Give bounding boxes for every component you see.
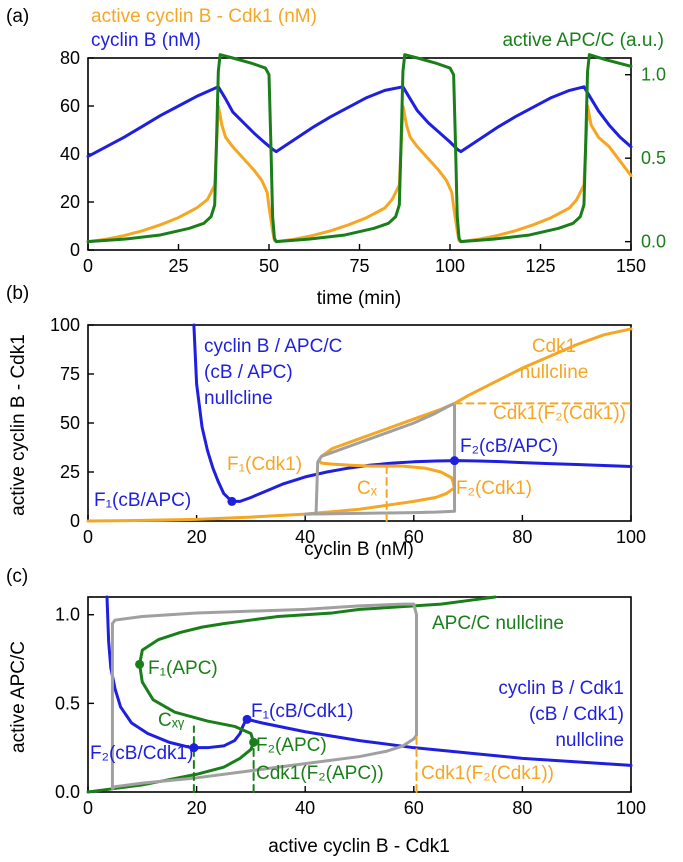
fixed-point (249, 737, 259, 747)
x-tick-label: 0 (83, 527, 93, 547)
annot-cb-apc-line3: nullcline (204, 388, 273, 409)
annot-cb-apc-line1: cyclin B / APC/C (204, 336, 342, 357)
annot-cb-cdk1-line1: cyclin B / Cdk1 (498, 678, 624, 699)
legend-orange-a: active cyclin B - Cdk1 (nM) (91, 6, 317, 27)
series-gray-trajectory (110, 602, 419, 790)
series-cdk1-nullcline (86, 327, 633, 523)
x-tick-label: 20 (187, 527, 207, 547)
annot-f1-cdk1: F₁(Cdk1) (227, 454, 302, 475)
x-tick-label: 40 (295, 798, 315, 818)
y-tick-label: 0 (70, 240, 80, 260)
xlabel-c: active cyclin B - Cdk1 (268, 836, 450, 857)
x-tick-label: 125 (525, 256, 555, 276)
panel-c: (c) 0 20 40 60 80 100 0.0 0.5 1.0 active APC/C a… (6, 566, 646, 857)
panel-a: (a) active cyclin B - Cdk1 (nM) cyclin B… (6, 6, 666, 309)
x-tick-label: 150 (616, 256, 646, 276)
fixed-point (189, 743, 199, 753)
annot-cb-cdk1-line3: nullcline (555, 730, 624, 751)
xlabel-b: cyclin B (nM) (304, 539, 414, 560)
x-tick-label: 40 (295, 527, 315, 547)
annot-cdk1-line2: nullcline (520, 362, 589, 383)
x-tick-label: 75 (349, 256, 369, 276)
panel-label-c: (c) (6, 566, 28, 587)
annot-cxy: Cₓᵧ (158, 710, 185, 731)
y-tick-label: 0 (70, 511, 80, 531)
fixed-points-c (135, 659, 259, 753)
fixed-point (242, 714, 252, 724)
series-active-cyclin-b-cdk1-nm (86, 104, 633, 244)
y-tick-label: 1.0 (641, 65, 666, 85)
series-cyclin-b-nm (86, 85, 633, 158)
series-b (86, 323, 633, 523)
x-tick-label: 20 (187, 798, 207, 818)
plot-frame-c (87, 596, 632, 793)
x-tick-label: 25 (168, 256, 188, 276)
annot-f1-cb-cdk1: F₁(cB/Cdk1) (251, 701, 353, 722)
panel-label-a: (a) (6, 6, 29, 27)
annot-f2-cb-apc: F₂(cB/APC) (460, 436, 558, 457)
y-tick-label: 80 (60, 48, 80, 68)
legend-green-a: active APC/C (a.u.) (502, 30, 664, 51)
y-tick-label: 20 (60, 192, 80, 212)
x-tick-label: 60 (404, 527, 424, 547)
x-tick-label: 0 (83, 256, 93, 276)
annot-cdk1-f2cdk1: Cdk1(F₂(Cdk1)) (493, 403, 626, 424)
y-tick-label: 75 (60, 364, 80, 384)
annot-apc-nullcline: APC/C nullcline (432, 613, 564, 634)
y-tick-label: 0.5 (641, 148, 666, 168)
annot-cb-cdk1-line2: (cB / Cdk1) (529, 704, 624, 725)
fixed-point (135, 659, 145, 669)
x-tick-label: 0 (83, 798, 93, 818)
y-tick-label: 0.0 (55, 782, 80, 802)
x-tick-label: 100 (616, 527, 646, 547)
y-tick-label: 0.0 (641, 232, 666, 252)
series-cyclin-b-cdk1-nullcline (105, 595, 633, 767)
annot-f1-cb-apc: F₁(cB/APC) (94, 490, 191, 511)
annot-f2-apc: F₂(APC) (256, 735, 327, 756)
legend-blue-a: cyclin B (nM) (91, 30, 201, 51)
y-tick-label: 0.5 (55, 693, 80, 713)
axis-ticks-a: 0 25 50 75 100 125 150 0 20 40 60 80 0.0 0.5 1.0 (60, 48, 666, 276)
x-tick-label: 80 (512, 527, 532, 547)
series-a (86, 53, 633, 244)
y-tick-label: 25 (60, 462, 80, 482)
ylabel-b: active cyclin B - Cdk1 (8, 334, 29, 516)
fixed-point (450, 456, 460, 466)
annot-cdk1-line1: Cdk1 (532, 336, 576, 357)
annot-cdk1-f2-apc: Cdk1(F₂(APC)) (256, 763, 384, 784)
annot-cb-apc-line2: (cB / APC) (204, 362, 293, 383)
annot-cx: Cₓ (357, 478, 378, 499)
y-tick-label: 100 (50, 315, 80, 335)
annot-f2-cb-cdk1: F₂(cB/Cdk1) (90, 743, 193, 764)
xlabel-a: time (min) (317, 288, 401, 309)
y-tick-label: 40 (60, 144, 80, 164)
series-active-apc-c-a-u (86, 53, 633, 244)
annot-f2-cdk1: F₂(Cdk1) (456, 478, 532, 499)
fixed-point (227, 496, 237, 506)
series-c (86, 595, 633, 794)
panel-b: (b) 0 20 40 60 80 100 0 25 50 75 100 active cyclin… (6, 283, 646, 560)
ylabel-c: active APC/C (8, 641, 29, 753)
x-tick-label: 100 (616, 798, 646, 818)
y-tick-label: 1.0 (55, 605, 80, 625)
y-tick-label: 60 (60, 96, 80, 116)
panel-label-b: (b) (6, 283, 29, 304)
fixed-points-b (227, 456, 460, 506)
annot-cdk1-f2-cdk1: Cdk1(F₂(Cdk1)) (421, 763, 554, 784)
series-gray-trajectory (303, 401, 457, 516)
x-tick-label: 100 (435, 256, 465, 276)
x-tick-label: 50 (259, 256, 279, 276)
series-cb-apc-nullcline (192, 323, 633, 503)
axis-ticks-c: 0 20 40 60 80 100 0.0 0.5 1.0 (55, 605, 646, 818)
x-tick-label: 80 (512, 798, 532, 818)
x-tick-label: 60 (404, 798, 424, 818)
y-tick-label: 50 (60, 413, 80, 433)
axis-ticks-b: 0 20 40 60 80 100 0 25 50 75 100 (50, 315, 646, 547)
annot-f1-apc: F₁(APC) (148, 658, 218, 679)
